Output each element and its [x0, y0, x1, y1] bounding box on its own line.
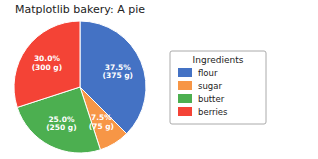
title: Matplotlib bakery: A pie [15, 3, 145, 16]
chart-container: Matplotlib bakery: A pie 37.5%(375 g) 7.5%… [0, 0, 318, 159]
legend-title: Ingredients [193, 55, 244, 65]
pie-slice [14, 21, 80, 107]
legend-swatch [178, 68, 192, 77]
legend-entry: berries [198, 107, 228, 117]
data-label: 7.5%(75 g) [89, 113, 114, 131]
legend-frame [170, 51, 266, 124]
data-labels: 37.5%(375 g) 7.5%(75 g) 25.0%(250 g) 30.0%(… [32, 54, 133, 132]
data-label: 37.5%(375 g) [103, 63, 134, 81]
data-label: 30.0%(300 g) [32, 54, 63, 71]
chart: Matplotlib bakery: A pie 37.5%(375 g) 7.5%… [0, 0, 318, 159]
legend-entry: flour [198, 68, 218, 78]
legend: Ingredients flour sugar butter berries [170, 51, 266, 124]
data-label: 25.0%(250 g) [46, 115, 77, 132]
legend-swatch [178, 81, 192, 90]
legend-entry: sugar [198, 81, 222, 91]
legend-swatch [178, 94, 192, 103]
legend-entry: butter [198, 94, 225, 104]
slices [14, 21, 146, 153]
legend-swatch [178, 107, 192, 116]
